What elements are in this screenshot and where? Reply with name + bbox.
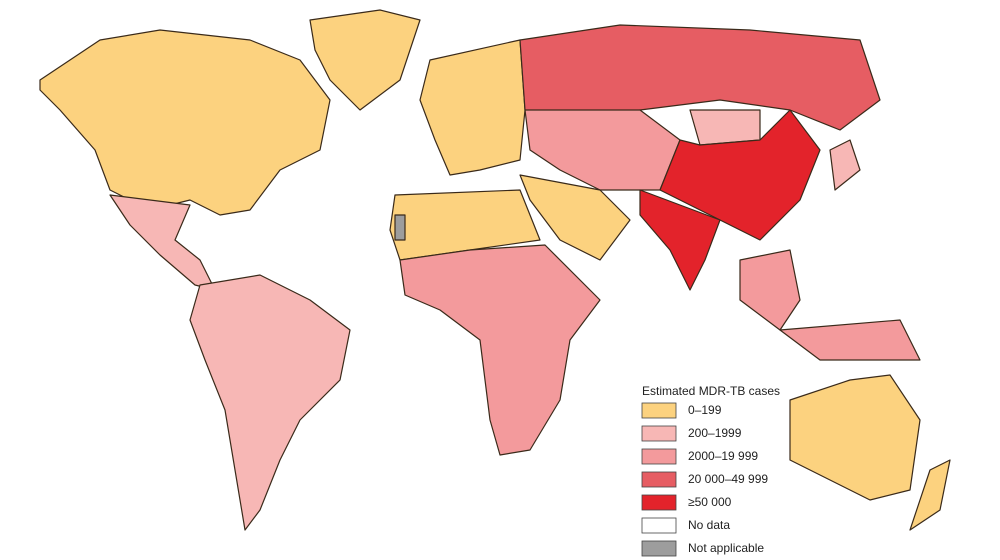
europe xyxy=(419,39,526,176)
south-america xyxy=(189,274,351,531)
mongolia xyxy=(689,109,761,146)
legend-label: 0–199 xyxy=(688,403,722,417)
western-sahara xyxy=(394,214,406,241)
india xyxy=(639,189,721,291)
north-america xyxy=(39,29,331,216)
legend-label: 20 000–49 999 xyxy=(688,472,768,486)
central-america xyxy=(109,194,216,291)
legend-swatch xyxy=(641,425,677,442)
legend-swatch xyxy=(641,517,677,534)
legend-title: Estimated MDR-TB cases xyxy=(642,384,780,398)
legend-swatch xyxy=(641,448,677,465)
legend-label: ≥50 000 xyxy=(688,495,732,509)
legend-label: 2000–19 999 xyxy=(688,449,758,463)
legend-label: No data xyxy=(688,518,730,532)
greenland xyxy=(309,9,421,111)
australia xyxy=(789,374,921,501)
legend-label: 200–1999 xyxy=(688,426,742,440)
legend: 0–199 200–1999 2000–19 999 20 000–49 999 ≥50… xyxy=(641,402,768,557)
legend-label: Not applicable xyxy=(688,541,764,555)
central-asia xyxy=(524,109,681,191)
legend-swatch xyxy=(641,471,677,488)
japan xyxy=(829,139,861,191)
indonesia xyxy=(779,319,921,361)
legend-swatch xyxy=(641,540,677,557)
china xyxy=(659,109,821,241)
new-zealand xyxy=(909,459,951,531)
legend-swatch xyxy=(641,494,677,511)
southeast-asia xyxy=(739,249,801,331)
sub-saharan-africa xyxy=(399,244,601,456)
legend-swatch xyxy=(641,402,677,419)
middle-east xyxy=(519,174,631,261)
